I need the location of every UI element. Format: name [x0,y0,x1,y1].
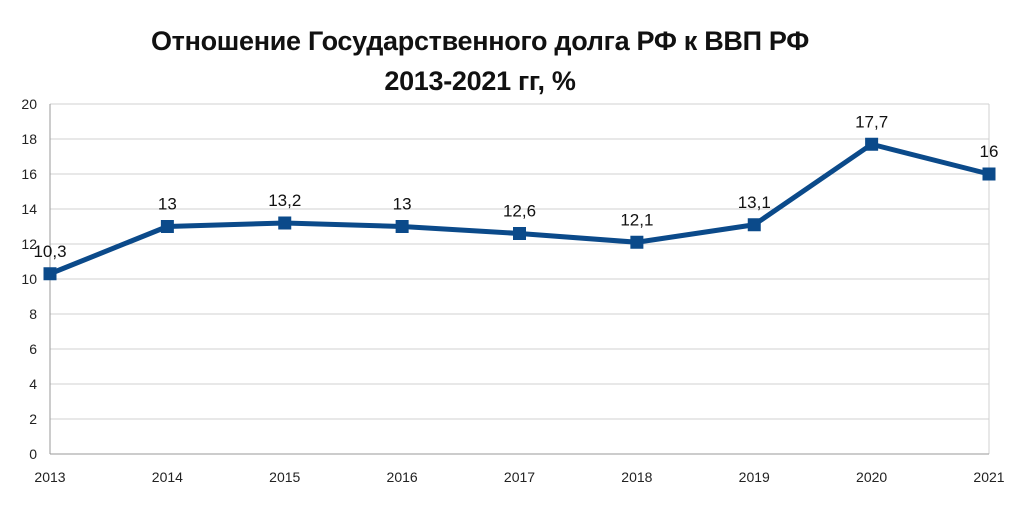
data-label: 13 [393,195,412,214]
y-tick-label: 4 [29,376,37,392]
data-label: 13 [158,195,177,214]
y-tick-label: 14 [21,201,37,217]
x-tick-label: 2016 [387,469,418,485]
chart-subtitle: 2013-2021 гг, % [384,66,576,96]
x-tick-label: 2017 [504,469,535,485]
y-tick-label: 6 [29,341,37,357]
data-point [982,167,996,181]
y-tick-label: 8 [29,306,37,322]
data-label: 13,2 [268,191,301,210]
y-tick-label: 18 [21,131,37,147]
data-point [513,227,526,240]
data-label: 12,1 [620,210,653,229]
data-point [395,220,409,233]
data-point [747,218,761,232]
data-point [278,216,292,230]
data-point [865,137,879,151]
x-tick-label: 2021 [973,469,1004,485]
x-tick-label: 2014 [152,469,183,485]
x-tick-label: 2015 [269,469,300,485]
x-tick-label: 2019 [739,469,770,485]
data-label: 16 [980,142,999,161]
data-label: 12,6 [503,202,536,221]
y-tick-label: 20 [21,96,37,112]
y-tick-label: 12 [21,236,37,252]
data-point [630,235,644,249]
series [43,137,996,281]
data-point [160,220,174,233]
y-tick-label: 0 [29,446,37,462]
y-tick-label: 10 [21,271,37,287]
x-axis: 2013 2014 2015 2016 2017 2018 2019 2020 2021 [34,453,1005,485]
data-point [43,267,57,281]
y-tick-label: 2 [29,411,37,427]
x-tick-label: 2018 [621,469,652,485]
x-tick-label: 2020 [856,469,887,485]
data-label: 13,1 [738,193,771,212]
y-tick-label: 16 [21,166,37,182]
data-label: 10,3 [33,242,66,261]
x-tick-label: 2013 [34,469,65,485]
chart-title: Отношение Государственного долга РФ к ВВ… [150,26,810,56]
gridlines [50,103,990,455]
data-label: 17,7 [855,112,888,131]
data-labels: 10,3 13 13,2 13 12,6 12,1 13,1 17,7 16 [33,112,998,261]
